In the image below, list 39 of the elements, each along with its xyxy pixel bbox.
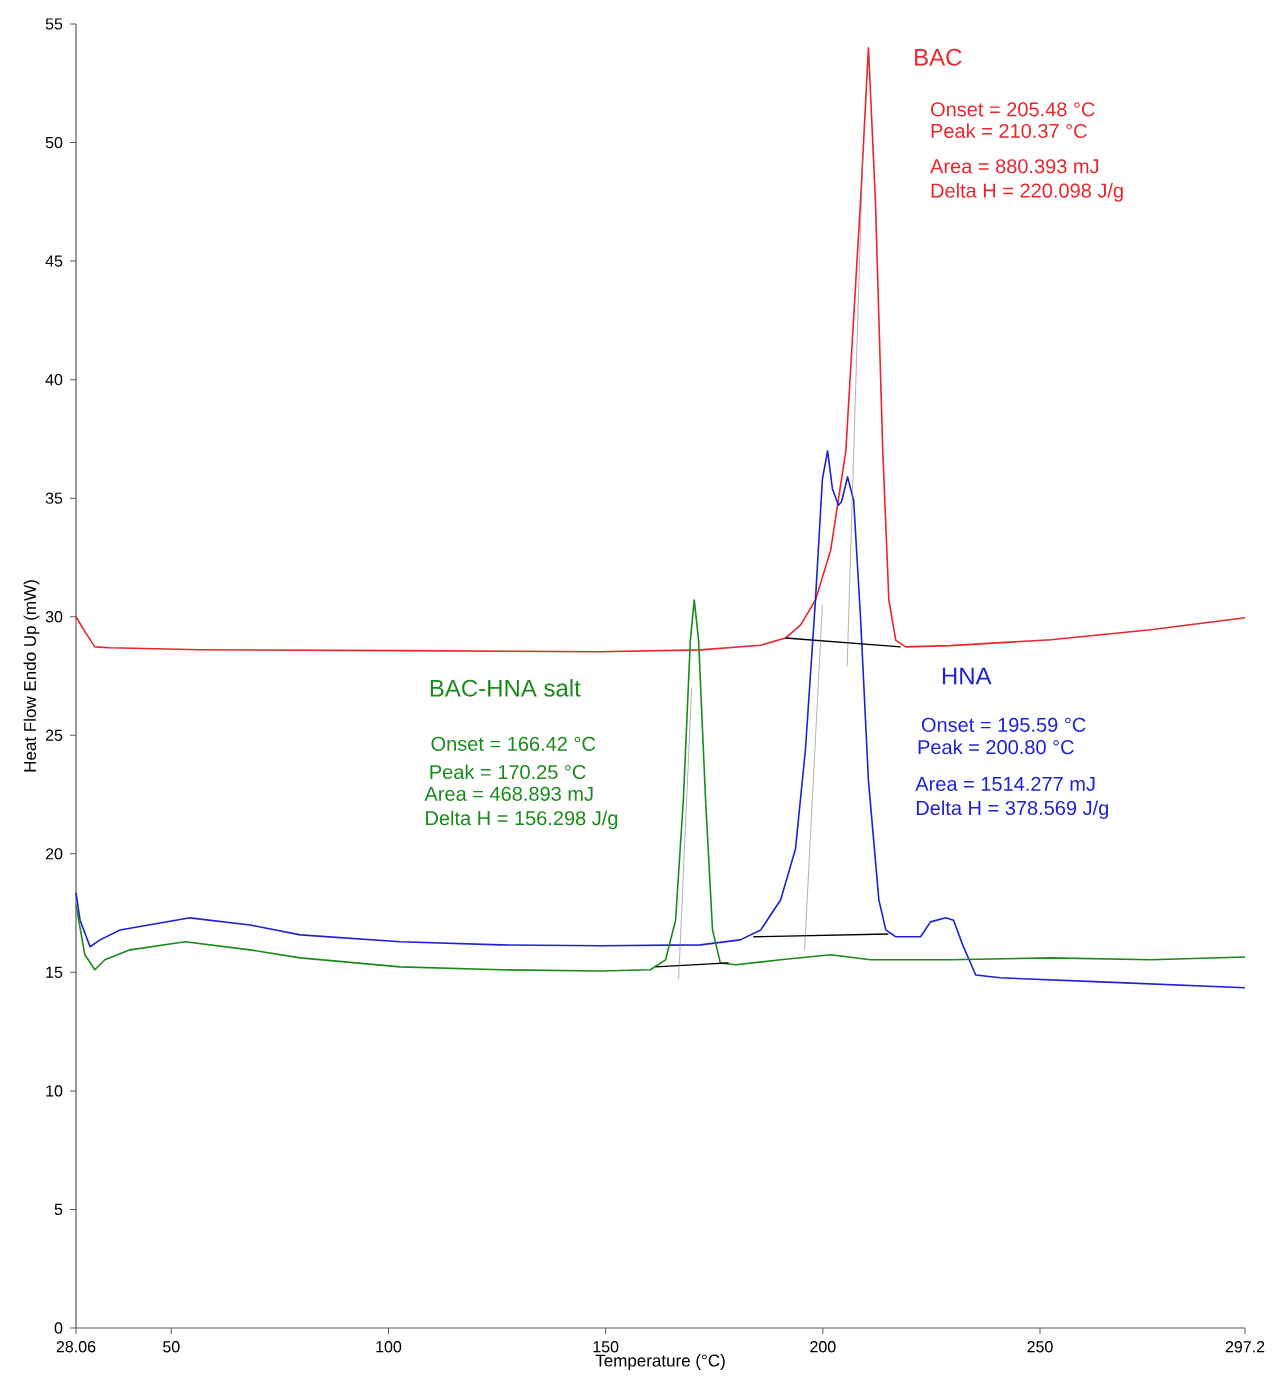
annotation: Peak = 170.25 °C	[430, 764, 586, 780]
series-label: BAC	[915, 48, 962, 66]
x-tick-label: 297.2	[1225, 1341, 1265, 1353]
y-tick-label: 30	[45, 611, 63, 623]
x-tick-label: 150	[593, 1341, 619, 1353]
annotation: Delta H = 220.098 J/g	[931, 183, 1123, 202]
annotation: Area = 1514.277 mJ	[915, 776, 1095, 791]
x-tick-label: 100	[376, 1341, 402, 1353]
annotation: Area = 468.893 mJ	[424, 786, 593, 801]
y-tick-label: 10	[46, 1085, 63, 1097]
y-tick-label: 20	[46, 848, 63, 860]
x-tick-label: 250	[1027, 1341, 1053, 1353]
y-tick-label: 40	[45, 373, 63, 386]
text: HNA	[943, 667, 992, 685]
y-tick-label: 25	[46, 729, 63, 741]
line-series	[75, 449, 1246, 989]
x-axis-title: Temperature (°C)	[595, 1354, 725, 1370]
annotation: Peak = 200.80 °C	[918, 739, 1074, 755]
y-tick-label: 55	[45, 18, 63, 30]
annotation: Delta H = 156.298 J/g	[426, 810, 618, 830]
y-tick-label: 35	[45, 492, 63, 504]
annotation: Peak = 210.37 °C	[931, 123, 1087, 139]
x-tick-label: 200	[810, 1341, 836, 1353]
annotation: Onset = 205.48 °C	[931, 102, 1095, 117]
annotation: Onset = 195.59 °C	[922, 717, 1086, 732]
y-tick-label: 0	[54, 1322, 63, 1334]
y-tick-label: 15	[46, 966, 63, 978]
line-series	[75, 599, 1246, 972]
text: BAC-HNA salt	[430, 679, 581, 697]
x-tick-label: 50	[163, 1341, 180, 1353]
y-tick-label: 45	[45, 255, 63, 267]
annotation: Delta H = 378.569 J/g	[917, 800, 1109, 820]
x-tick-label: 28.06	[56, 1341, 96, 1353]
annotation: Onset = 166.42 °C	[431, 736, 596, 751]
y-axis-title: Heat Flow Endo Up (mW)	[23, 580, 40, 772]
y-tick-label: 5	[54, 1203, 63, 1216]
line-series	[75, 46, 1246, 653]
y-tick-label: 50	[45, 136, 63, 149]
annotation: Area = 880.393 mJ	[930, 159, 1099, 174]
